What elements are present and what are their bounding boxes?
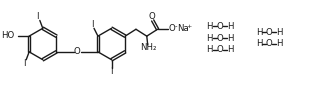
Text: I: I [110,67,113,76]
Text: I: I [36,12,39,21]
Text: NH₂: NH₂ [141,43,157,52]
Text: +: + [186,24,192,29]
Text: H: H [206,34,213,43]
Text: H: H [227,22,234,31]
Text: O: O [217,45,223,54]
Text: -: - [175,23,177,29]
Text: H: H [256,28,262,37]
Text: I: I [91,20,93,29]
Text: H: H [206,45,213,54]
Text: I: I [23,59,26,68]
Text: O: O [217,34,223,43]
Text: O: O [217,22,223,31]
Text: O: O [266,28,273,37]
Text: H: H [227,34,234,43]
Text: O: O [266,40,273,48]
Text: Na: Na [177,24,189,33]
Text: HO: HO [1,31,15,40]
Text: H: H [256,40,262,48]
Text: H: H [206,22,213,31]
Text: O: O [168,24,175,33]
Text: H: H [276,40,283,48]
Text: H: H [276,28,283,37]
Text: O: O [74,47,81,56]
Text: O: O [148,12,155,21]
Text: H: H [227,45,234,54]
